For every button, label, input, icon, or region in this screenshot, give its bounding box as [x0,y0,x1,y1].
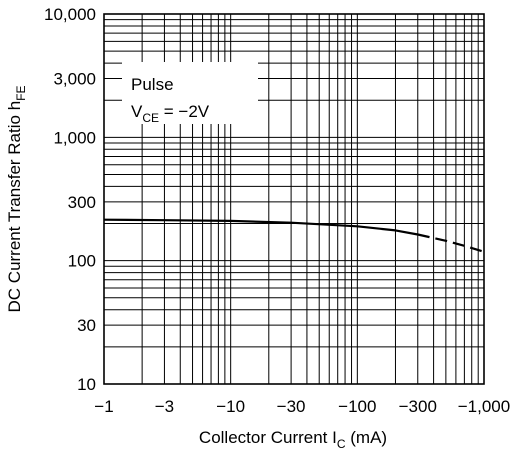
x-tick-label: −10 [216,397,245,416]
y-tick-label: 100 [68,252,96,271]
y-tick-label: 300 [68,193,96,212]
x-tick-label: −3 [155,397,174,416]
x-tick-label: −300 [399,397,437,416]
plot-frame [103,13,485,385]
series-line-dashed [417,233,485,253]
annotation-pulse: Pulse [131,75,174,94]
y-tick-label: 1,000 [53,128,96,147]
y-tick-label: 3,000 [53,69,96,88]
annotation-background [122,62,258,124]
y-tick-label: 10 [77,375,96,394]
x-tick-label: −1 [94,397,113,416]
annotation-vce: VCE = −2V [131,102,210,125]
x-tick-label: −30 [277,397,306,416]
x-tick-label: −1,000 [458,397,510,416]
y-axis-title: DC Current Transfer Ratio hFE [5,86,28,313]
y-tick-label: 10,000 [44,5,96,24]
y-tick-label: 30 [77,316,96,335]
x-axis-title: Collector Current IC (mA) [199,428,387,451]
series-line-solid [103,218,418,236]
x-tick-label: −100 [338,397,376,416]
